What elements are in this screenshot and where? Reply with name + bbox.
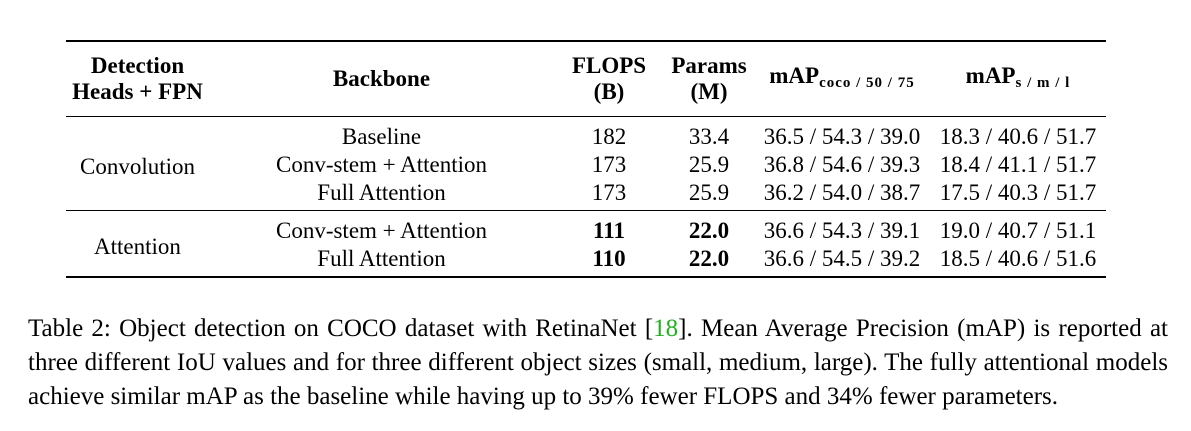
cell-flops: 111 [593, 218, 625, 243]
cell-backbone: Baseline [341, 124, 422, 149]
cell-backbone: Full Attention [317, 180, 446, 205]
cell-params: 33.4 [688, 124, 730, 149]
results-table-container: Detection Heads + FPN Backbone FLOPS (B)… [66, 40, 1106, 278]
header-map-coco: mAPcoco / 50 / 75 [769, 62, 915, 91]
cell-map-size: 17.5 / 40.3 / 51.7 [939, 180, 1097, 205]
citation-link[interactable]: 18 [653, 315, 679, 342]
cell-map-size: 19.0 / 40.7 / 51.1 [939, 218, 1097, 243]
cell-map: 36.6 / 54.3 / 39.1 [763, 218, 921, 243]
table-row: Attention Conv-stem + Attention 111 22.0… [66, 211, 1106, 259]
table-row: Full Attention 110 22.0 36.6 / 54.5 / 39… [66, 245, 1106, 277]
caption-text-end: ]. Mean Average Precision (mAP) is repor… [28, 315, 1168, 410]
cell-flops: 173 [591, 152, 627, 177]
cell-params: 22.0 [688, 246, 730, 271]
table-row: Full Attention 173 25.9 36.2 / 54.0 / 38… [66, 179, 1106, 211]
header-flops: FLOPS (B) [571, 53, 647, 104]
group-label: Convolution [79, 153, 195, 179]
table-header: Detection Heads + FPN Backbone FLOPS (B)… [66, 41, 1106, 117]
table-caption: Table 2: Object detection on COCO datase… [28, 312, 1168, 414]
group-convolution: Convolution Baseline 182 33.4 36.5 / 54.… [66, 117, 1106, 211]
cell-map-size: 18.3 / 40.6 / 51.7 [939, 124, 1097, 149]
caption-text-start: Table 2: Object detection on COCO datase… [28, 315, 654, 342]
cell-flops: 182 [591, 124, 627, 149]
group-attention: Attention Conv-stem + Attention 111 22.0… [66, 211, 1106, 277]
header-detection-heads: Detection Heads + FPN [72, 53, 203, 104]
cell-flops: 110 [592, 246, 626, 271]
cell-map: 36.8 / 54.6 / 39.3 [763, 152, 921, 177]
header-params: Params (M) [671, 53, 747, 104]
cell-map: 36.5 / 54.3 / 39.0 [763, 124, 921, 149]
cell-backbone: Conv-stem + Attention [275, 152, 488, 177]
cell-backbone: Full Attention [317, 246, 446, 271]
cell-params: 25.9 [688, 180, 730, 205]
cell-map: 36.6 / 54.5 / 39.2 [763, 246, 921, 271]
cell-params: 22.0 [688, 218, 730, 243]
table-row: Convolution Baseline 182 33.4 36.5 / 54.… [66, 117, 1106, 179]
header-row: Detection Heads + FPN Backbone FLOPS (B)… [66, 41, 1106, 117]
table-row: Conv-stem + Attention 173 25.9 36.8 / 54… [66, 151, 1106, 179]
header-map-size: mAPs / m / l [965, 62, 1071, 91]
cell-backbone: Conv-stem + Attention [275, 218, 488, 243]
cell-params: 25.9 [688, 152, 730, 177]
cell-map: 36.2 / 54.0 / 38.7 [763, 180, 921, 205]
cell-flops: 173 [591, 180, 627, 205]
cell-map-size: 18.5 / 40.6 / 51.6 [939, 246, 1097, 271]
header-backbone: Backbone [332, 66, 431, 91]
group-label: Attention [94, 233, 181, 259]
results-table: Detection Heads + FPN Backbone FLOPS (B)… [66, 40, 1106, 278]
cell-map-size: 18.4 / 41.1 / 51.7 [939, 152, 1097, 177]
